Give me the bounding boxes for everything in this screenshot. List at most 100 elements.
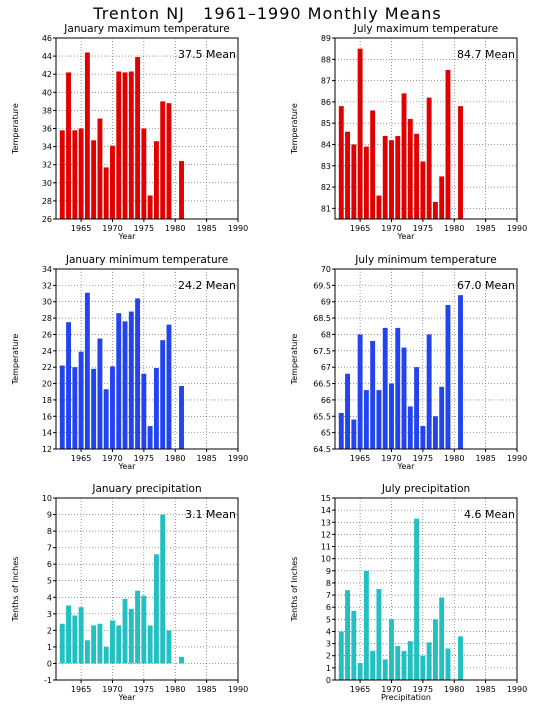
x-axis-label: Year [397,462,416,471]
x-tick-label: 1985 [196,454,216,463]
bar [72,615,78,664]
bar [376,589,382,680]
bar [122,72,128,219]
x-axis-label: Year [118,693,137,702]
bar [116,313,122,449]
x-axis-label: Year [118,462,137,471]
bar [382,327,388,449]
bar [110,366,115,449]
y-tick-label: 69 [321,298,331,307]
y-tick-label: 84 [321,140,331,149]
x-tick-label: 1970 [381,224,401,233]
x-axis-label: Precipitation [381,693,431,702]
bar [420,161,426,219]
bar [414,518,420,680]
bar [153,141,159,219]
bar [338,631,344,680]
bar [414,133,420,219]
y-axis-label: Temperature [11,103,20,155]
y-tick-label: 83 [321,162,331,171]
bar [401,650,407,680]
y-tick-label: 86 [321,98,331,107]
y-tick-label: 28 [42,314,52,323]
bar [432,416,438,449]
x-tick-label: 1965 [71,685,91,694]
y-tick-label: 24 [42,347,52,356]
plot-frame [55,497,239,681]
bar [103,389,109,449]
bar [370,110,376,219]
x-tick-label: 1965 [350,454,370,463]
x-tick-label: 1985 [196,224,216,233]
bar [84,292,90,449]
bar [382,659,388,680]
plot-frame [334,268,518,450]
y-tick-label: 89 [321,34,331,43]
x-tick-label: 1985 [475,685,495,694]
bar [445,69,451,219]
bar [128,311,134,449]
bar [103,167,109,219]
bar [445,648,451,680]
y-tick-label: 6 [326,603,331,612]
chart-title: July minimum temperature [354,254,496,266]
y-tick-label: 34 [42,143,52,152]
mean-label: 3.1 Mean [185,508,236,521]
plot-frame [55,268,239,450]
bar [128,71,134,219]
y-tick-label: 34 [42,265,52,274]
y-axis-label: Temperature [11,334,20,386]
y-tick-label: 3 [326,640,331,649]
bar [97,118,103,219]
mean-label: 24.2 Mean [178,279,236,292]
bar [370,341,376,449]
y-tick-label: 26 [42,215,52,224]
x-tick-label: 1970 [102,685,122,694]
bar [389,140,394,219]
y-axis-label: Temperature [290,103,299,155]
x-tick-label: 1990 [228,685,248,694]
bar [153,368,159,449]
bar [160,340,166,449]
bar [439,386,445,449]
y-tick-label: 46 [42,34,52,43]
x-tick-label: 1965 [71,454,91,463]
y-tick-label: 66.5 [313,380,331,389]
bar [432,201,438,219]
bar [166,324,172,449]
bar [420,655,426,680]
x-tick-label: 1985 [475,224,495,233]
x-tick-label: 1985 [196,685,216,694]
bar [166,103,172,219]
y-tick-label: 64.5 [313,445,331,454]
bar [395,135,401,219]
y-tick-label: 42 [42,70,52,79]
bar [179,161,184,219]
x-tick-label: 1970 [381,454,401,463]
bar [116,625,122,664]
y-axis-label: Tenths of Inches [290,557,299,623]
y-tick-label: 10 [42,494,52,503]
x-tick-label: 1975 [134,454,154,463]
mean-label: 4.6 Mean [464,508,515,521]
bar [141,595,147,664]
chart-panel-4: 64.5 65 65.5 66 66.5 67 67.5 68 68.5 69 69.5 70 1965… [290,254,527,471]
bar [426,334,432,449]
bar [389,383,394,449]
bar [382,135,388,219]
y-tick-label: 69.5 [313,281,331,290]
x-tick-label: 1980 [165,454,185,463]
bar [338,413,344,449]
y-tick-label: 68.5 [313,314,331,323]
bar [376,195,382,219]
y-tick-label: 40 [42,88,52,97]
mean-label: 37.5 Mean [178,48,236,61]
bar [66,322,71,449]
bar [363,146,369,219]
y-tick-label: 22 [42,363,52,372]
bar [135,298,141,449]
bar [59,130,65,219]
bar [179,386,184,449]
y-tick-label: 30 [42,179,52,188]
